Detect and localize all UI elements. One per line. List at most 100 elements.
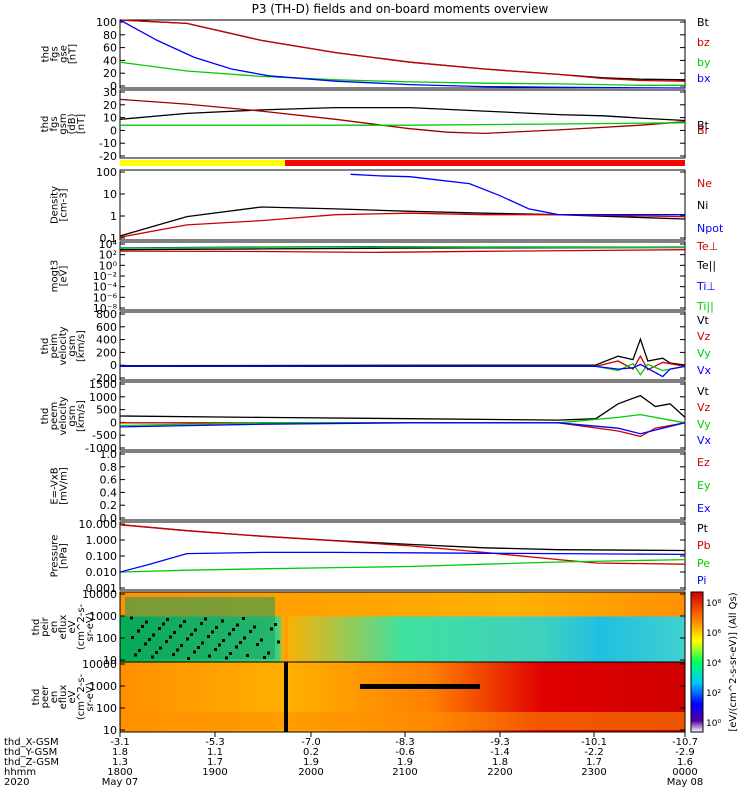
y-axis-label: E=-VxB: [50, 467, 61, 504]
heatmap-speck: [263, 656, 266, 659]
y-tick-label: 10: [103, 188, 117, 201]
colorbar-scale: [690, 591, 704, 733]
heatmap-speck: [183, 620, 186, 623]
colorbar-label: [eV/(cm^2-s-sr-eV)] (All Qs): [728, 592, 739, 731]
legend-entry: Vt: [697, 314, 710, 327]
heatmap-speck: [152, 633, 155, 637]
heatmap-speck: [222, 639, 225, 642]
panel-7: 1.00.80.60.40.20.0 E=-VxB[mV/m] Ez Ey Ex: [50, 448, 711, 525]
heatmap-speck: [360, 684, 480, 689]
series-line-npot: [350, 173, 685, 216]
y-axis-label: sr-eV): [85, 612, 96, 641]
x-axis-value: 1.1: [207, 747, 223, 758]
y-axis-label: peim: [49, 333, 60, 358]
y-tick-label: 1.000: [86, 534, 118, 547]
heatmap-speck: [137, 629, 140, 633]
heatmap-speck: [249, 630, 252, 633]
status-segment: [120, 160, 285, 166]
y-tick-label: 10.000: [79, 518, 118, 531]
x-axis-value: 0.2: [303, 747, 319, 758]
x-axis-value: 2000: [298, 767, 323, 778]
y-tick-label: 100: [96, 702, 117, 715]
legend-entry: Ez: [697, 456, 710, 469]
heatmap-speck: [197, 646, 200, 649]
series-line-ne: [119, 212, 686, 238]
y-tick-label: 0.001: [86, 582, 118, 595]
legend-entry: Pb: [697, 539, 711, 552]
legend-entry: Ti||: [696, 300, 714, 313]
y-axis-label: [mV/m]: [59, 467, 70, 505]
legend-entry: Ex: [697, 502, 711, 515]
y-tick-label: 0.1: [100, 232, 118, 245]
plot-frame: [119, 89, 686, 159]
legend-entry: Vy: [697, 347, 711, 360]
heatmap-speck: [176, 648, 179, 652]
colorbar-tick-label: 10⁸: [706, 599, 721, 609]
x-axis-value: 1.8: [492, 757, 508, 768]
y-tick-label: 1000: [89, 680, 117, 693]
y-axis-label: peem: [49, 402, 60, 430]
y-tick-label: 30: [103, 86, 117, 99]
y-axis-label: eV: [67, 690, 78, 703]
y-axis-label: eflux: [58, 615, 69, 640]
heatmap-speck: [218, 643, 221, 647]
x-axis-row-label: 2020: [4, 777, 29, 788]
y-axis-label: gsm: [58, 113, 69, 134]
legend-entry: Pt: [697, 522, 709, 535]
y-tick-label: 20: [103, 99, 117, 112]
panel-9: 10000 1000 100 10 thdpeirenefluxeV(cm^2-s-sr…: [31, 588, 686, 667]
heatmap-speck: [138, 649, 141, 652]
heatmap-speck: [235, 645, 238, 649]
heatmap-speck: [267, 651, 270, 655]
x-axis-value: -10.7: [672, 737, 698, 748]
y-tick-label: 40: [103, 54, 117, 67]
series-line-br: [119, 98, 686, 135]
legend-entry: Bt: [697, 16, 710, 29]
series-line-pe: [119, 558, 686, 573]
plot-frame: [119, 451, 686, 521]
heatmap-speck: [159, 646, 162, 650]
x-axis-value: -7.0: [301, 737, 321, 748]
legend-entry: Vy: [697, 418, 711, 431]
x-axis-value: 1800: [107, 767, 132, 778]
y-axis-label: eflux: [58, 685, 69, 710]
heatmap-speck: [256, 643, 259, 646]
heatmap-speck: [134, 653, 137, 657]
y-axis-label: [eV]: [59, 266, 70, 287]
x-axis-row-label: thd_Z-GSM: [4, 757, 59, 768]
y-tick-label: 0.8: [100, 461, 118, 474]
heatmap-speck: [151, 655, 154, 659]
y-axis-label: fgs: [49, 116, 60, 131]
legend-entry: Vx: [697, 364, 712, 377]
y-tick-label: -1000: [85, 442, 117, 455]
heatmap-speck: [215, 626, 218, 629]
y-tick-label: 0.2: [100, 499, 118, 512]
y-axis-label: sr-eV): [85, 682, 96, 711]
y-tick-label: 80: [103, 29, 117, 42]
y-tick-label: 10⁻⁶: [93, 291, 118, 304]
heatmap-speck: [242, 617, 245, 620]
y-axis-label: Density: [50, 186, 61, 224]
series-line-vt: [119, 337, 686, 367]
x-axis-value: 1.7: [207, 757, 223, 768]
y-tick-label: -200: [92, 372, 117, 385]
series-line-vx: [120, 363, 686, 378]
legend-entry: by: [697, 56, 711, 69]
panel-8: 10.000 1.000 0.100 0.010 0.001 Pressure[nPa] P…: [50, 518, 711, 595]
x-axis-value: -2.9: [675, 747, 695, 758]
y-tick-label: 10000: [82, 658, 117, 671]
heatmap-speck: [145, 620, 148, 624]
x-axis-value: -8.3: [395, 737, 415, 748]
series-line-by: [119, 61, 685, 86]
x-axis-value: May 07: [102, 777, 139, 788]
y-tick-label: 10: [103, 654, 117, 667]
heatmap-speck: [232, 628, 235, 631]
y-axis-label: thd: [40, 408, 51, 425]
y-tick-label: 500: [96, 404, 117, 417]
heatmap-speck: [239, 641, 242, 644]
y-tick-label: 10⁰: [99, 259, 118, 272]
y-axis-label: gsm: [67, 405, 78, 426]
legend-entry: Pi: [697, 574, 706, 587]
